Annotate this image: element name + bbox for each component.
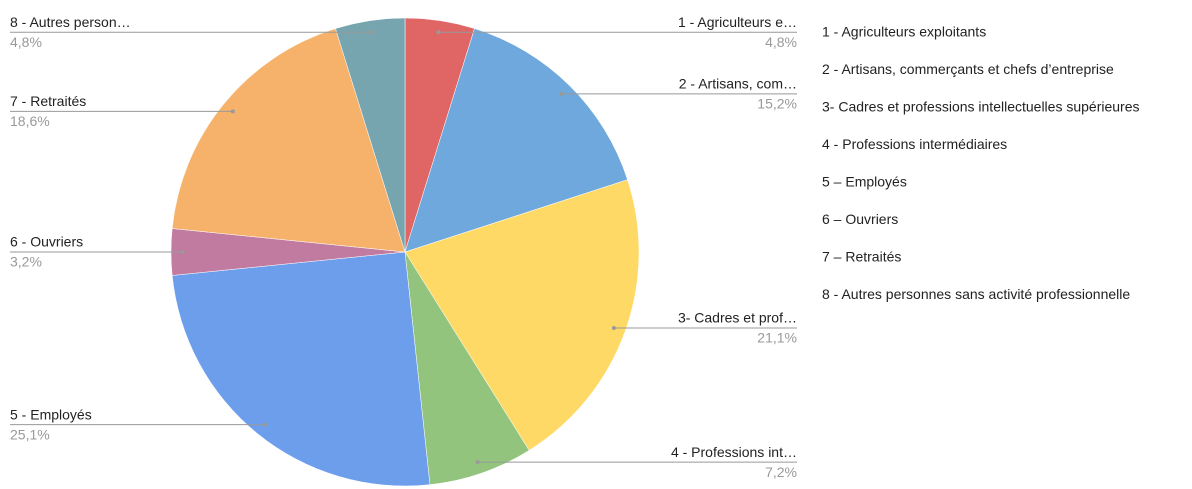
callout-dot	[369, 30, 374, 35]
slice-value: 3,2%	[10, 254, 42, 270]
callout-dot	[230, 109, 235, 114]
slice-label: 6 - Ouvriers	[10, 234, 83, 250]
slice-label: 5 - Employés	[10, 406, 92, 422]
slice-value: 25,1%	[10, 426, 50, 442]
callout-dot	[611, 325, 616, 330]
slice-label: 8 - Autres person…	[10, 14, 131, 30]
slice-label: 7 - Retraités	[10, 93, 86, 109]
slice-value: 21,1%	[757, 330, 797, 346]
pie-slice	[404, 28, 628, 253]
slice-value: 18,6%	[10, 113, 50, 129]
legend-entry: 7 – Retraités	[822, 249, 901, 265]
slice-value: 4,8%	[10, 34, 42, 50]
pie-slice	[171, 28, 406, 253]
slice-value: 15,2%	[757, 96, 797, 112]
legend-entry: 4 - Professions intermédiaires	[822, 136, 1007, 152]
pie-slice	[171, 251, 431, 487]
legend-entry: 5 – Employés	[822, 174, 907, 190]
callout-dot	[262, 422, 267, 427]
slice-label: 3- Cadres et prof…	[678, 310, 797, 326]
legend-entry: 1 - Agriculteurs exploitants	[822, 24, 986, 40]
slice-value: 4,8%	[765, 34, 797, 50]
legend-entry: 2 - Artisans, commerçants et chefs d’ent…	[822, 61, 1114, 77]
slice-label: 1 - Agriculteurs e…	[678, 14, 797, 30]
slice-label: 4 - Professions int…	[671, 444, 797, 460]
pie-slice	[335, 17, 406, 253]
callout-dot	[436, 30, 441, 35]
slice-label: 2 - Artisans, com…	[679, 76, 797, 92]
legend-entry: 6 – Ouvriers	[822, 211, 898, 227]
legend-entry: 3- Cadres et professions intellectuelles…	[822, 99, 1140, 115]
slice-value: 7,2%	[765, 464, 797, 480]
pie-slice	[404, 179, 640, 451]
callout-dot	[559, 91, 564, 96]
pie-slice	[404, 251, 530, 485]
legend-entry: 8 - Autres personnes sans activité profe…	[822, 286, 1130, 302]
callout-dot	[180, 250, 185, 254]
callout-dot	[475, 460, 480, 465]
